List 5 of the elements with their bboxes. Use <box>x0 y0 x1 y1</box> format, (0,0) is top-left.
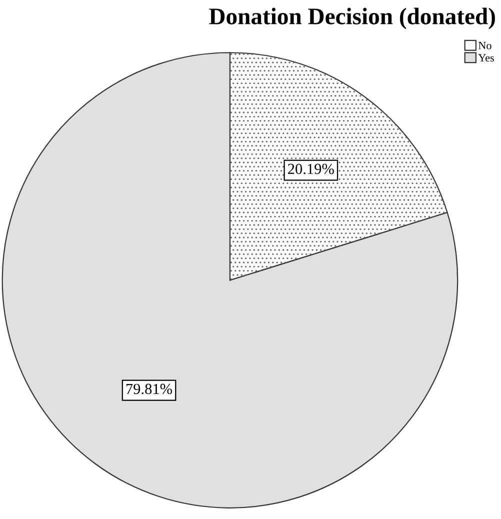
data-label: 79.81% <box>126 384 172 394</box>
legend-label: Yes <box>478 54 494 62</box>
legend-label: No <box>478 42 492 50</box>
data-label: 20.19% <box>288 164 334 174</box>
chart-title: Donation Decision (donated) <box>209 8 495 30</box>
